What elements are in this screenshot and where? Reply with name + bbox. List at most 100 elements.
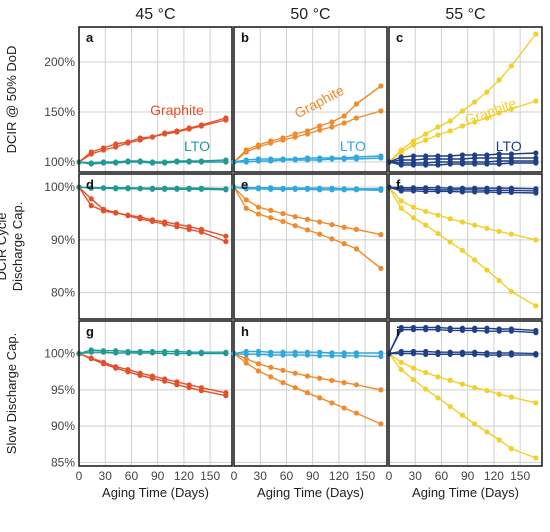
panel-h-series-2-point-8 bbox=[317, 395, 323, 401]
panel-c-series-6-point-5 bbox=[435, 162, 441, 168]
panel-b-series-4-point-3 bbox=[255, 158, 262, 164]
panel-f-letter: f bbox=[396, 177, 401, 192]
panel-e-series-4-point-9 bbox=[329, 187, 335, 193]
panel-f-series-1-point-11 bbox=[508, 231, 514, 237]
panel-a-series-2-point-5 bbox=[125, 140, 131, 146]
panel-d-letter: d bbox=[86, 177, 94, 192]
panel-b-series-4-point-4 bbox=[268, 158, 274, 164]
panel-h-series-4-point-8 bbox=[317, 353, 323, 359]
panel-g-series-2-point-7 bbox=[149, 375, 156, 381]
panel-g-ytick-label-95: 95% bbox=[51, 383, 75, 397]
panel-c-series-1-point-8 bbox=[472, 99, 478, 105]
panel-g-series-4-point-4 bbox=[113, 350, 119, 356]
panel-b-series-4-point-12 bbox=[378, 155, 384, 161]
panel-c-series-2-point-10 bbox=[496, 110, 502, 116]
column-title-50: 50 °C bbox=[290, 6, 330, 23]
panel-i-series-1-point-5 bbox=[435, 374, 441, 380]
panel-g-frame bbox=[78, 320, 233, 467]
panel-i-series-6-point-8 bbox=[472, 351, 478, 357]
panel-e-frame bbox=[233, 173, 388, 320]
row-label-2-line-1: DCIR Cycle bbox=[0, 213, 9, 281]
panel-f-series-1-point-9 bbox=[484, 225, 490, 231]
panel-f-series-2-point-4 bbox=[423, 222, 429, 228]
panel-i-series-1-point-12 bbox=[533, 400, 539, 406]
panel-a-letter: a bbox=[86, 30, 94, 45]
panel-i-series-1-point-3 bbox=[410, 365, 417, 371]
panel-i-xtick-label-120: 120 bbox=[484, 469, 504, 483]
panel-c-series-3-point-12 bbox=[533, 150, 539, 156]
panel-a-series-4-point-6 bbox=[137, 159, 143, 165]
panel-g-series-4-point-6 bbox=[137, 350, 143, 356]
panel-b-series-4-point-10 bbox=[341, 156, 347, 162]
panel-c-series-3-point-10 bbox=[496, 151, 502, 157]
panel-i-series-2-point-8 bbox=[472, 421, 478, 427]
panel-c-series-2-point-7 bbox=[459, 123, 466, 129]
panel-e-series-1-point-9 bbox=[329, 222, 335, 228]
panel-a-ytick-label-150: 150% bbox=[44, 105, 75, 119]
panel-e-series-1-point-12 bbox=[378, 232, 384, 238]
panel-i-series-2-point-5 bbox=[435, 395, 441, 401]
panel-g-series-2-point-8 bbox=[162, 378, 168, 384]
panel-h-series-1-point-11 bbox=[353, 382, 359, 388]
panel-b-series-1-point-10 bbox=[341, 113, 347, 119]
panel-e-series-2-point-9 bbox=[329, 236, 335, 242]
panel-f-series-5-point-7 bbox=[459, 189, 466, 195]
panel-i-series-2-point-7 bbox=[459, 412, 466, 418]
panel-f-series-1-point-5 bbox=[435, 212, 441, 218]
panel-c-series-3-point-7 bbox=[459, 152, 466, 158]
panel-d-series-2-graphite-line bbox=[78, 186, 227, 243]
panel-i-series-2-point-9 bbox=[484, 429, 490, 435]
panel-f-series-5-point-4 bbox=[423, 188, 429, 194]
panel-g-ytick-label-90: 90% bbox=[51, 419, 75, 433]
panel-h-frame bbox=[233, 320, 388, 467]
panel-h-series-2-point-7 bbox=[304, 390, 311, 396]
panel-b-series-2-point-11 bbox=[353, 115, 359, 121]
panel-a-series-2-point-3 bbox=[100, 147, 107, 153]
panel-g-ytick-label-85: 85% bbox=[51, 455, 75, 469]
panel-h-xtick-label-30: 30 bbox=[254, 469, 268, 483]
panel-b-series-2-point-3 bbox=[255, 144, 262, 150]
panel-h-series-4-point-12 bbox=[378, 353, 384, 360]
panel-i-series-6-point-11 bbox=[508, 352, 514, 358]
panel-h-series-4-point-4 bbox=[268, 352, 274, 358]
panel-h-series-4-point-10 bbox=[341, 353, 347, 359]
panel-f-series-1-point-10 bbox=[496, 228, 502, 235]
panel-h-series-1-point-8 bbox=[317, 375, 323, 381]
panel-e-series-4-point-12 bbox=[378, 187, 384, 193]
panel-b-series-2-point-4 bbox=[268, 140, 274, 146]
panel-f-series-2-point-8 bbox=[472, 257, 478, 263]
panel-b-frame bbox=[233, 26, 388, 173]
panel-g-ytick-label-100: 100% bbox=[44, 347, 75, 361]
panel-a-series-2-point-11 bbox=[198, 123, 204, 129]
panel-i-series-6-point-12 bbox=[533, 352, 539, 358]
panel-a-series-4-point-5 bbox=[125, 159, 131, 165]
panel-f-series-1-point-3 bbox=[410, 204, 417, 210]
panel-e-series-4-point-5 bbox=[280, 186, 286, 192]
panel-a-ytick-label-200: 200% bbox=[44, 55, 75, 69]
panel-g-series-2-point-3 bbox=[100, 361, 107, 367]
panel-e-series-2-point-4 bbox=[268, 215, 274, 221]
panel-d-series-2-point-4 bbox=[113, 209, 119, 216]
panel-d-series-4-point-6 bbox=[137, 186, 143, 192]
panel-d-series-4-point-4 bbox=[113, 186, 119, 192]
panel-b-series-1-point-9 bbox=[329, 119, 335, 125]
panel-i-series-6-point-9 bbox=[484, 352, 490, 358]
panel-a-series-4-point-8 bbox=[162, 160, 168, 166]
panel-e-series-2-point-5 bbox=[280, 218, 286, 225]
panel-a-series-2-point-6 bbox=[137, 137, 143, 143]
panel-e-series-2-point-6 bbox=[292, 223, 298, 229]
panel-c-series-1-point-7 bbox=[459, 108, 466, 114]
panel-h-series-1-point-7 bbox=[304, 373, 311, 379]
panel-b-series-4-point-11 bbox=[353, 156, 359, 162]
panel-g-series-4-point-8 bbox=[162, 351, 168, 357]
panel-c-series-3-point-11 bbox=[508, 151, 514, 157]
panel-i-series-6-point-7 bbox=[459, 351, 466, 357]
panel-g-series-2-point-11 bbox=[198, 388, 204, 394]
panel-d-series-4-point-2 bbox=[88, 185, 94, 191]
panel-a-series-4-point-2 bbox=[88, 161, 94, 167]
panel-d-series-2-point-11 bbox=[198, 229, 204, 235]
panel-e-series-1-point-10 bbox=[341, 224, 347, 230]
panel-a-ytick-label-100: 100% bbox=[44, 155, 75, 169]
panel-e-series-4-point-10 bbox=[341, 187, 347, 193]
